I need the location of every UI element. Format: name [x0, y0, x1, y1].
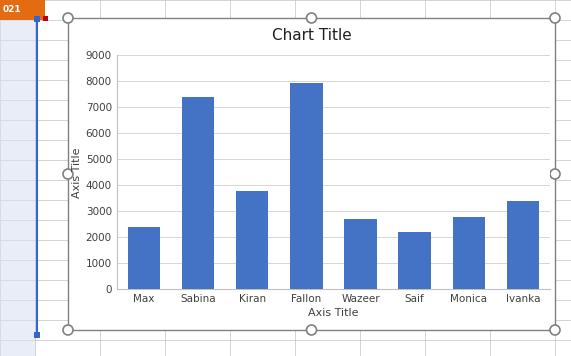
Text: Chart Title: Chart Title [272, 28, 351, 43]
Bar [34, 16, 40, 22]
Bar [0, 0, 35, 356]
Bar [290, 83, 323, 289]
Circle shape [550, 325, 560, 335]
Bar [68, 18, 555, 330]
Bar [453, 217, 485, 289]
Bar [0, 0, 45, 20]
Circle shape [307, 325, 316, 335]
Bar [127, 227, 160, 289]
Circle shape [307, 13, 316, 23]
Text: 021: 021 [3, 5, 22, 15]
Bar [236, 191, 268, 289]
Bar [344, 219, 377, 289]
Bar [507, 201, 539, 289]
Circle shape [63, 13, 73, 23]
Circle shape [63, 169, 73, 179]
X-axis label: Axis Title: Axis Title [308, 308, 359, 319]
Bar [399, 232, 431, 289]
Bar [34, 332, 40, 338]
Circle shape [63, 325, 73, 335]
Circle shape [550, 13, 560, 23]
Bar [43, 16, 48, 21]
Y-axis label: Axis Title: Axis Title [71, 147, 82, 198]
Bar [182, 97, 214, 289]
Circle shape [550, 169, 560, 179]
